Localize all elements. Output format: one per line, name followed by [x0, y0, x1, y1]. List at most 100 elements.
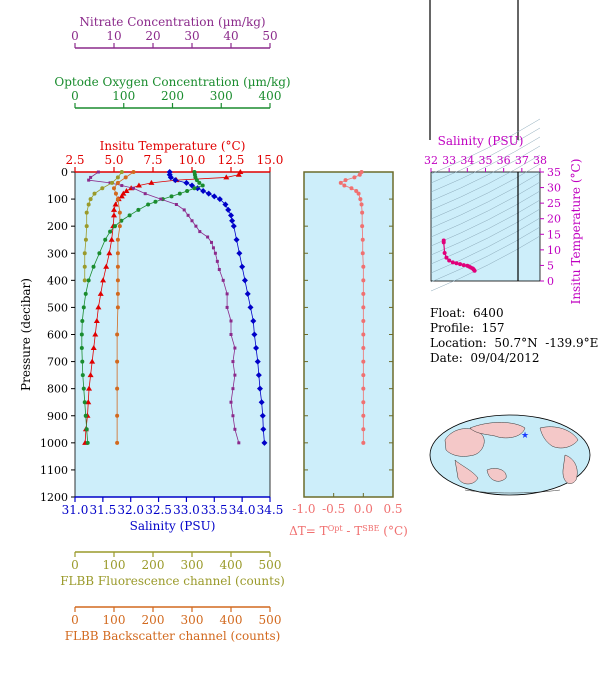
- salinity-point: [244, 290, 251, 297]
- location: Location: 50.7°N -139.9°E: [430, 336, 599, 350]
- ts-x-tick-label: 35: [479, 154, 493, 167]
- map-land-australia: [486, 468, 507, 482]
- oxygen-point: [194, 178, 199, 183]
- salinity-point: [239, 263, 246, 270]
- temperature-point: [93, 317, 100, 323]
- salinity-point: [228, 212, 234, 219]
- backscatter-point: [117, 224, 122, 229]
- oxygen-point: [197, 180, 202, 185]
- oxygen-point: [82, 400, 87, 405]
- backscatter-point: [112, 186, 116, 191]
- ts-point: [450, 260, 455, 265]
- backscatter-point: [115, 440, 120, 445]
- pressure-tick-label: 1200: [40, 491, 68, 504]
- oxygen-point: [81, 386, 86, 391]
- density-contour: [430, 127, 541, 184]
- salinity-point: [229, 217, 236, 224]
- fluorescence-point: [86, 202, 91, 207]
- salinity-tick-label: 34.5: [257, 503, 284, 517]
- oxygen-tick-label: 300: [210, 89, 233, 103]
- fluorescence-point: [119, 170, 124, 174]
- pressure-tick-label: 900: [47, 410, 68, 423]
- backscatter-axis-label: FLBB Backscatter channel (counts): [65, 629, 281, 643]
- dt-point: [352, 175, 357, 180]
- dt-point: [361, 427, 366, 432]
- oxygen-series-line: [81, 171, 204, 443]
- ts-x-tick-label: 34: [460, 154, 474, 167]
- temperature-tick-label: 12.5: [218, 153, 245, 167]
- temperature-point: [89, 358, 96, 364]
- oxygen-point: [119, 218, 124, 223]
- nitrate-tick-label: 40: [223, 29, 238, 43]
- map-land-antarctica: [464, 489, 561, 494]
- nitrate-axis-label: Nitrate Concentration (µm/kg): [79, 15, 265, 29]
- oxygen-point: [103, 237, 108, 242]
- fluorescence-point: [115, 175, 120, 180]
- temperature-point: [106, 250, 113, 256]
- nitrate-point: [213, 251, 217, 255]
- dt-point: [361, 264, 366, 269]
- dt-point: [360, 237, 365, 242]
- nitrate-point: [182, 208, 186, 212]
- temperature-point: [100, 277, 107, 283]
- fluorescence-point: [82, 278, 87, 283]
- fluorescence-point: [82, 264, 87, 269]
- float-location-marker: ★: [521, 431, 529, 441]
- oxygen-tick-label: 200: [161, 89, 184, 103]
- salinity-point: [254, 358, 261, 365]
- backscatter-point: [115, 359, 120, 364]
- oxygen-point: [146, 202, 151, 207]
- density-contour: [430, 172, 541, 229]
- nitrate-point: [174, 203, 178, 206]
- backscatter-point: [117, 210, 122, 215]
- salinity-point: [222, 201, 229, 208]
- backscatter-point: [115, 264, 120, 269]
- fluorescence-point: [83, 237, 88, 242]
- ts-point: [454, 261, 459, 266]
- salinity-point: [211, 193, 218, 200]
- ts-y-tick-label: 35: [547, 166, 561, 179]
- fluorescence-point: [82, 251, 87, 256]
- backscatter-tick-label: 500: [259, 613, 282, 627]
- map-land-north-america: [539, 426, 579, 449]
- nitrate-point: [233, 346, 237, 350]
- fluorescence-tick-label: 400: [220, 558, 243, 572]
- pressure-tick-label: 200: [47, 220, 68, 233]
- temperature-point: [111, 206, 117, 212]
- fluorescence-tick-label: 500: [259, 558, 282, 572]
- density-contour: [430, 208, 541, 265]
- dt-x-tick-label: -1.0: [292, 502, 315, 516]
- dt-plot-area: [303, 171, 394, 498]
- backscatter-tick-label: 100: [103, 613, 126, 627]
- salinity-point: [167, 174, 174, 181]
- density-contour: [430, 145, 541, 202]
- pressure-tick-label: 300: [47, 247, 68, 260]
- temperature-point: [223, 174, 230, 180]
- density-contour: [430, 163, 541, 220]
- temperature-point: [112, 201, 119, 207]
- ts-point: [442, 250, 447, 255]
- dt-point: [361, 413, 366, 418]
- profile-number: Profile: 157: [430, 321, 505, 335]
- ts-x-tick-label: 36: [497, 154, 511, 167]
- ts-x-tick-label: 37: [515, 154, 529, 167]
- temperature-tick-label: 15.0: [257, 153, 284, 167]
- nitrate-point: [190, 219, 194, 223]
- oxygen-point: [86, 278, 91, 283]
- ts-y-tick-label: 30: [547, 182, 561, 195]
- nitrate-point: [233, 373, 237, 377]
- pressure-tick-label: 800: [47, 383, 68, 396]
- oxygen-point: [83, 291, 88, 296]
- dt-x-axis-label: ΔT= TOpt - TSBE (°C): [289, 524, 408, 539]
- backscatter-point: [115, 180, 120, 185]
- dt-point: [343, 178, 348, 183]
- salinity-point: [236, 250, 243, 257]
- fluorescence-point: [100, 186, 105, 191]
- nitrate-tick-label: 0: [71, 29, 79, 43]
- salinity-point: [253, 345, 260, 352]
- density-contour: [430, 136, 541, 193]
- salinity-point: [183, 179, 190, 186]
- salinity-tick-label: 32.0: [117, 503, 144, 517]
- nitrate-point: [229, 400, 233, 404]
